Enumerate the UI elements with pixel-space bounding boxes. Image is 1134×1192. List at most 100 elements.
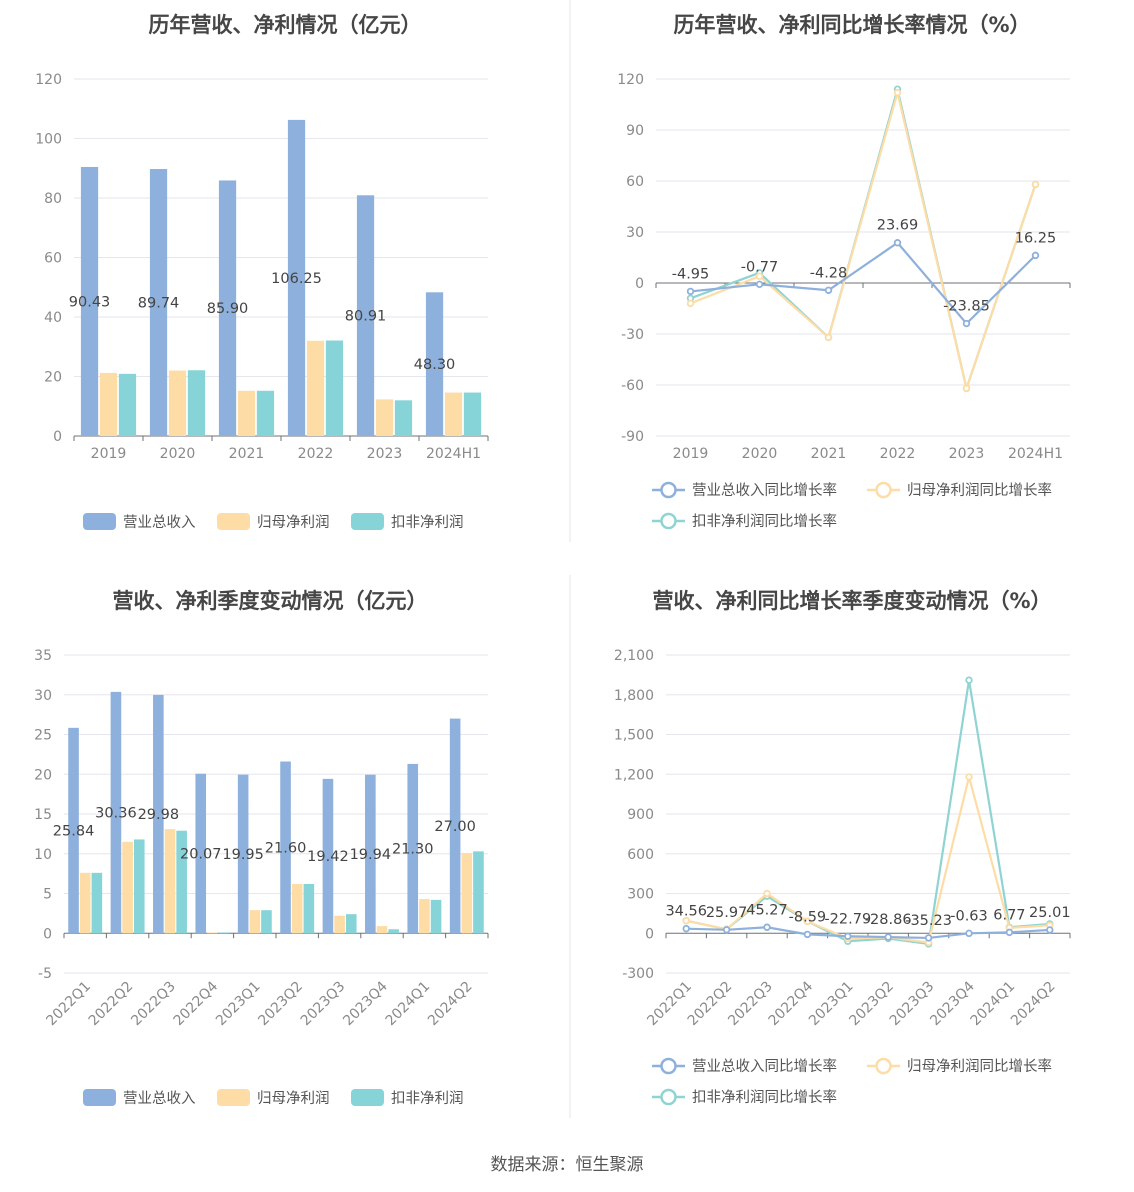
legend-label: 营业总收入同比增长率: [692, 1058, 837, 1075]
series-point: [1031, 180, 1040, 189]
series-point: [884, 933, 892, 941]
bar-deducted-profit: [218, 932, 230, 934]
bar-revenue: [322, 778, 334, 934]
y-tick-label: -300: [622, 966, 654, 982]
legend-swatch: [217, 513, 250, 530]
bar-revenue: [287, 119, 306, 436]
bar-net-profit: [237, 390, 256, 436]
chart-title: 营收、净利同比增长率季度变动情况（%）: [652, 589, 1051, 613]
bar-deducted-profit: [91, 872, 103, 934]
chart-title: 营收、净利季度变动情况（亿元）: [113, 589, 428, 613]
x-tick-label: 2022Q4: [171, 978, 222, 1029]
bar-revenue: [425, 292, 444, 436]
bar-net-profit: [168, 370, 187, 436]
x-tick-label: 2024H1: [426, 446, 481, 462]
data-label-revenue-growth: -4.28: [810, 265, 848, 281]
x-tick-label: 2020: [742, 446, 778, 462]
y-tick-label: 35: [34, 648, 52, 664]
bar-revenue: [280, 761, 291, 934]
chart-annual-growth: 历年营收、净利同比增长率情况（%） -90 -60 -30 0 30 60 90 120 2019…: [617, 13, 1071, 530]
data-label-revenue-growth: 23.69: [877, 218, 919, 234]
y-tick-label: 20: [34, 767, 52, 783]
y-tick-label: 900: [627, 807, 654, 823]
series-point: [965, 929, 973, 938]
y-tick-label: 25: [34, 728, 52, 744]
x-tick-label: 2023Q1: [213, 979, 264, 1030]
y-tick-label: -30: [621, 327, 644, 343]
legend-swatch: [351, 513, 384, 530]
bar-net-profit: [376, 926, 388, 934]
legend-swatch: [217, 1089, 250, 1106]
bar-net-profit: [419, 899, 430, 934]
y-tick-label: 10: [34, 847, 52, 863]
bar-deducted-profit: [473, 851, 484, 934]
series-point: [824, 286, 833, 294]
series-line-revenue-growth: [686, 926, 1050, 940]
bar-deducted-profit: [430, 899, 442, 934]
legend-marker: [875, 481, 892, 499]
y-tick-label: 0: [645, 926, 654, 942]
y-tick-label: 30: [34, 688, 52, 704]
series-point: [803, 930, 812, 939]
y-tick-label: -90: [621, 429, 644, 445]
y-tick-label: -60: [621, 378, 644, 394]
data-label-revenue-growth: 34.56: [665, 904, 707, 920]
series-line-deducted-growth: [690, 88, 1037, 393]
data-label-revenue: 19.94: [350, 847, 392, 863]
data-label-revenue-growth: -35.23: [905, 913, 952, 929]
legend-swatch: [83, 513, 116, 530]
bar-revenue: [218, 180, 237, 436]
data-source-note: 数据来源：恒生聚源: [490, 1155, 644, 1175]
y-tick-label: 120: [35, 72, 62, 88]
legend-label: 扣非净利润: [391, 1090, 464, 1107]
y-tick-label: 60: [626, 174, 644, 190]
bar-deducted-profit: [256, 390, 275, 436]
data-label-revenue-growth: 45.27: [746, 902, 788, 918]
y-tick-label: 40: [44, 310, 62, 326]
bar-deducted-profit: [388, 929, 399, 934]
chart-title: 历年营收、净利情况（亿元）: [149, 13, 422, 37]
y-tick-label: 15: [34, 807, 52, 823]
series-point: [1005, 928, 1014, 937]
data-label-revenue: 19.95: [222, 847, 264, 863]
data-label-revenue-growth: -8.59: [789, 909, 827, 925]
legend-marker: [660, 1088, 677, 1106]
data-label-revenue: 106.25: [271, 271, 322, 287]
x-tick-label: 2021: [229, 446, 265, 462]
legend-marker: [660, 481, 677, 499]
y-tick-label: 0: [635, 276, 644, 292]
x-tick-label: 2022Q1: [43, 979, 94, 1030]
x-tick-label: 2023Q4: [340, 978, 391, 1029]
series-point: [824, 333, 833, 342]
bar-deducted-profit: [133, 839, 145, 934]
bar-net-profit: [375, 399, 394, 436]
legend-marker: [875, 1057, 892, 1075]
x-tick-label: 2023Q2: [255, 979, 306, 1030]
bar-revenue: [110, 691, 122, 934]
y-tick-label: 20: [44, 370, 62, 386]
legend-swatch: [351, 1089, 384, 1106]
data-label-revenue-growth: -4.95: [672, 266, 710, 282]
data-label-revenue-growth: 25.97: [706, 905, 748, 921]
data-label-revenue: 90.43: [69, 294, 111, 310]
legend-label: 归母净利润同比增长率: [907, 1058, 1052, 1075]
data-label-revenue: 85.90: [207, 301, 249, 317]
data-label-revenue: 25.84: [53, 824, 95, 840]
x-tick-label: 2022Q3: [128, 979, 179, 1030]
bar-net-profit: [444, 392, 463, 436]
data-label-revenue: 20.07: [180, 846, 222, 862]
data-label-revenue: 29.98: [138, 807, 180, 823]
bar-revenue: [153, 694, 164, 934]
x-tick-label: 2022Q2: [86, 979, 137, 1030]
legend-marker: [660, 512, 677, 530]
y-tick-label: 80: [44, 191, 62, 207]
bar-deducted-profit: [463, 392, 482, 436]
series-point: [965, 773, 973, 781]
x-tick-label: 2024Q1: [383, 979, 434, 1030]
x-tick-label: 2023: [367, 446, 403, 462]
data-label-revenue-growth: -28.86: [865, 912, 912, 928]
bar-net-profit: [461, 852, 473, 934]
bar-net-profit: [249, 910, 261, 934]
data-label-revenue: 19.42: [307, 849, 349, 865]
bar-net-profit: [334, 915, 345, 934]
